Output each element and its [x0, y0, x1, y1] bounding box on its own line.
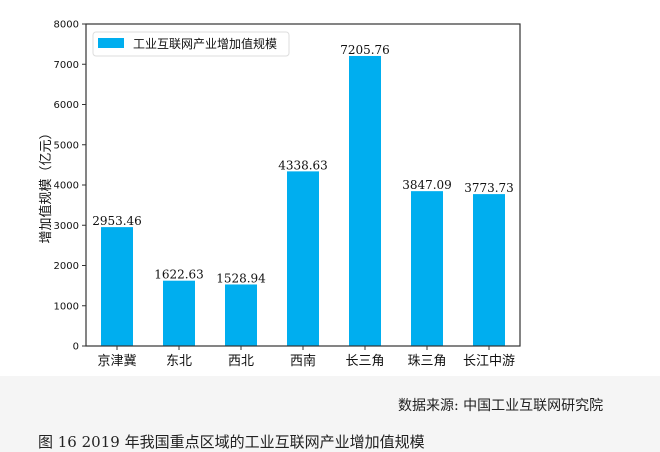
y-tick-label: 1000	[54, 301, 79, 312]
data-label: 1622.63	[154, 268, 204, 282]
page-background	[0, 376, 660, 452]
legend-swatch	[98, 38, 124, 48]
x-tick-label: 长三角	[345, 354, 384, 369]
data-label: 3847.09	[402, 178, 452, 192]
bar-chart: 2953.46 京津冀 1622.63 东北 1528.94 西北 4338.63 西南 720…	[38, 20, 521, 369]
y-tick-label: 5000	[54, 140, 79, 151]
x-tick-label: 东北	[166, 354, 192, 369]
bar	[349, 55, 381, 346]
x-tick-label: 长江中游	[463, 354, 515, 369]
x-tick-label: 京津冀	[97, 353, 136, 369]
x-tick-label: 珠三角	[407, 354, 446, 369]
y-tick-label: 8000	[54, 20, 79, 31]
figure-caption: 图 16 2019 年我国重点区域的工业互联网产业增加值规模	[38, 433, 425, 451]
y-tick-label: 7000	[54, 60, 79, 71]
data-label: 2953.46	[92, 214, 142, 228]
data-label: 7205.76	[340, 43, 390, 57]
bar	[163, 280, 195, 346]
bar	[101, 227, 133, 346]
bar	[225, 284, 257, 346]
y-tick-label: 0	[73, 342, 79, 353]
y-tick-label: 2000	[54, 261, 79, 272]
y-tick-label: 6000	[54, 100, 79, 111]
bar	[473, 194, 505, 346]
legend-label: 工业互联网产业增加值规模	[133, 36, 277, 51]
y-tick-label: 4000	[54, 181, 79, 192]
bar	[411, 191, 443, 346]
source-note: 数据来源: 中国工业互联网研究院	[398, 398, 604, 414]
data-label: 4338.63	[278, 158, 328, 172]
x-tick-label: 西南	[290, 353, 316, 369]
bar	[287, 171, 319, 346]
y-axis-label: 增加值规模（亿元）	[38, 126, 54, 243]
plot-frame	[85, 23, 521, 347]
y-tick-label: 3000	[54, 221, 79, 232]
x-tick-label: 西北	[228, 354, 254, 369]
legend-box	[92, 31, 290, 57]
data-label: 1528.94	[216, 271, 266, 285]
data-label: 3773.73	[464, 181, 514, 195]
